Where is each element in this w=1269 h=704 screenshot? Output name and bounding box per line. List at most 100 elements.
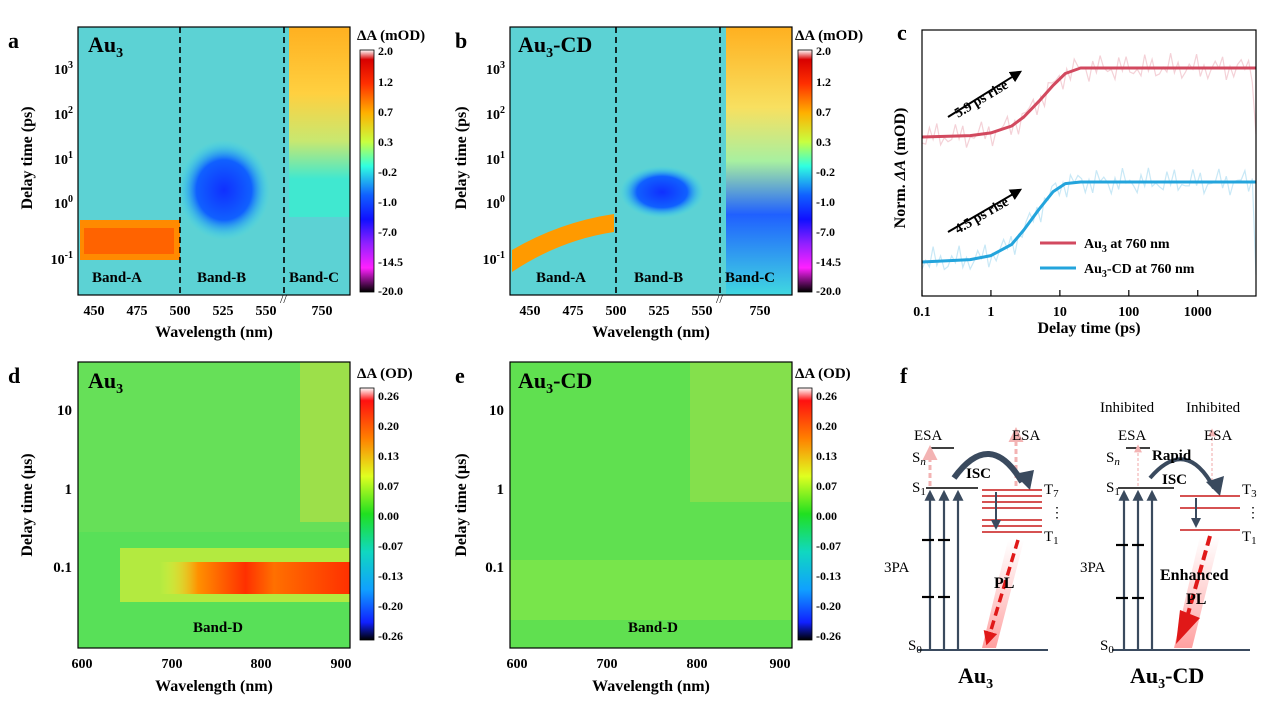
raw-trace-c-1 <box>921 167 1257 275</box>
xlabel-d: Wavelength (nm) <box>155 678 273 695</box>
colorbar-b <box>797 49 813 293</box>
band-a-signal-b <box>512 214 614 272</box>
xtick-d-600: 600 <box>72 657 93 672</box>
xlabel-b: Wavelength (nm) <box>592 324 710 341</box>
ytick-a-5: 103 <box>54 60 73 78</box>
heatmap-d-right-glow <box>300 362 350 522</box>
cb-e-2: 0.13 <box>816 449 837 463</box>
panel-b: b Au3-CD Band-A Band-B Band-C 450 475 50… <box>453 26 863 341</box>
ytick-b-5: 103 <box>486 60 505 78</box>
xtick-b-525: 525 <box>649 304 670 319</box>
xtick-a-500: 500 <box>170 304 191 319</box>
heatmap-e-right-glow <box>690 362 792 502</box>
diagram-au3: ESA ESA Sn S1 S0 T7 T1 3PA ⋮ ISC PL Au3 <box>884 427 1064 692</box>
panel-letter-a: a <box>8 28 19 53</box>
esa-label-right-1: ESA <box>1118 428 1147 444</box>
colorbar-label-a: ΔA (mOD) <box>357 28 425 44</box>
cb-e-1: 0.20 <box>816 419 837 433</box>
s0-label-left: S0 <box>908 638 922 656</box>
enhanced-label-right: Enhanced <box>1160 567 1229 584</box>
band-d-signal-d <box>160 562 350 594</box>
triplet-dots-right: ⋮ <box>1246 506 1260 521</box>
band-c-signal-b <box>726 27 792 295</box>
enhanced-pl-label-right: PL <box>1186 591 1206 608</box>
ytick-d-2: 1 <box>65 482 73 498</box>
line-plot-c: 0.1 1 10 100 1000 <box>913 53 1257 320</box>
band-b-signal-b <box>620 166 704 218</box>
pl-arrowhead-right <box>1176 610 1200 644</box>
diagram-au3cd: Inhibited ESA Inhibited ESA Sn S1 S0 T3 … <box>1080 400 1260 692</box>
cb-a-1: 1.2 <box>378 75 393 89</box>
rise-arrow-au3 <box>947 70 1023 118</box>
ytick-b-4: 102 <box>486 105 505 123</box>
cb-d-3: 0.07 <box>378 479 399 493</box>
band-c-signal-a <box>289 27 350 217</box>
xtick-e-800: 800 <box>687 657 708 672</box>
esa-label-left-1: ESA <box>914 428 943 444</box>
band-label-b-1: Band-A <box>536 270 586 286</box>
legend-label-au3cd: Au3-CD at 760 nm <box>1084 262 1195 280</box>
s1-label-right: S1 <box>1106 480 1120 498</box>
panel-f: f <box>884 363 1260 692</box>
cb-a-2: 0.7 <box>378 105 393 119</box>
cb-b-2: 0.7 <box>816 105 831 119</box>
xtick-a-525: 525 <box>213 304 234 319</box>
ylabel-e: Delay time (μs) <box>453 453 470 556</box>
band-label-a-2: Band-B <box>197 270 246 286</box>
cb-e-6: -0.13 <box>816 569 841 583</box>
xtick-a-750: 750 <box>312 304 333 319</box>
ylabel-d: Delay time (μs) <box>19 453 36 556</box>
s0-label-right: S0 <box>1100 638 1114 656</box>
cb-b-1: 1.2 <box>816 75 831 89</box>
xtick-a-450: 450 <box>84 304 105 319</box>
xlabel-e: Wavelength (nm) <box>592 678 710 695</box>
xtick-e-700: 700 <box>597 657 618 672</box>
cb-b-0: 2.0 <box>816 44 831 58</box>
ytick-b-1: 10-1 <box>483 250 505 268</box>
cb-b-7: -14.5 <box>816 255 841 269</box>
t-bot-label-left: T1 <box>1044 529 1059 547</box>
cb-d-7: -0.20 <box>378 599 403 613</box>
title-e: Au3-CD <box>518 368 592 397</box>
cb-d-6: -0.13 <box>378 569 403 583</box>
band-label-b-3: Band-C <box>725 270 775 286</box>
xtick-d-700: 700 <box>162 657 183 672</box>
heatmap-d-frame <box>77 361 351 649</box>
colorbar-label-b: ΔA (mOD) <box>795 28 863 44</box>
ylabel-a: Delay time (ps) <box>19 106 36 209</box>
cb-e-5: -0.07 <box>816 539 841 553</box>
ytick-a-3: 101 <box>54 150 73 168</box>
cb-d-5: -0.07 <box>378 539 403 553</box>
band-a-core-a <box>84 228 174 254</box>
cb-a-7: -14.5 <box>378 255 403 269</box>
isc-arrowhead-right <box>1206 476 1224 496</box>
heatmap-b-frame <box>509 26 793 296</box>
sn-label-right: Sn <box>1106 450 1120 468</box>
xtick-d-800: 800 <box>251 657 272 672</box>
xtick-d-900: 900 <box>331 657 352 672</box>
t-top-label-left: T7 <box>1044 482 1059 500</box>
isc-label-right: ISC <box>1162 472 1187 488</box>
cb-e-3: 0.07 <box>816 479 837 493</box>
panel-c: c 0.1 1 10 100 1000 5.9 ps rise 4.5 ps rise … <box>892 20 1257 337</box>
cb-a-4: -0.2 <box>378 165 397 179</box>
ylabel-c: Norm. ΔA (mOD) <box>892 108 909 229</box>
axis-break-a: // <box>280 292 287 306</box>
tpa-label-left: 3PA <box>884 560 909 576</box>
band-label-d: Band-D <box>193 620 243 636</box>
cb-d-2: 0.13 <box>378 449 399 463</box>
isc-arrow-right <box>1148 457 1216 489</box>
band-label-e: Band-D <box>628 620 678 636</box>
cb-d-4: 0.00 <box>378 509 399 523</box>
ytick-d-1: 0.1 <box>53 560 72 576</box>
ytick-a-4: 102 <box>54 105 73 123</box>
xlabel-a: Wavelength (nm) <box>155 324 273 341</box>
inhibited-label-right-1: Inhibited <box>1100 400 1155 416</box>
inhibited-label-right-2: Inhibited <box>1186 400 1241 416</box>
ytick-d-3: 10 <box>57 403 72 419</box>
panel-letter-b: b <box>455 28 467 53</box>
band-label-a-3: Band-C <box>289 270 339 286</box>
species-name-left: Au3 <box>958 663 993 692</box>
species-name-right: Au3-CD <box>1130 663 1204 692</box>
fit-line-c-0 <box>921 66 1256 139</box>
